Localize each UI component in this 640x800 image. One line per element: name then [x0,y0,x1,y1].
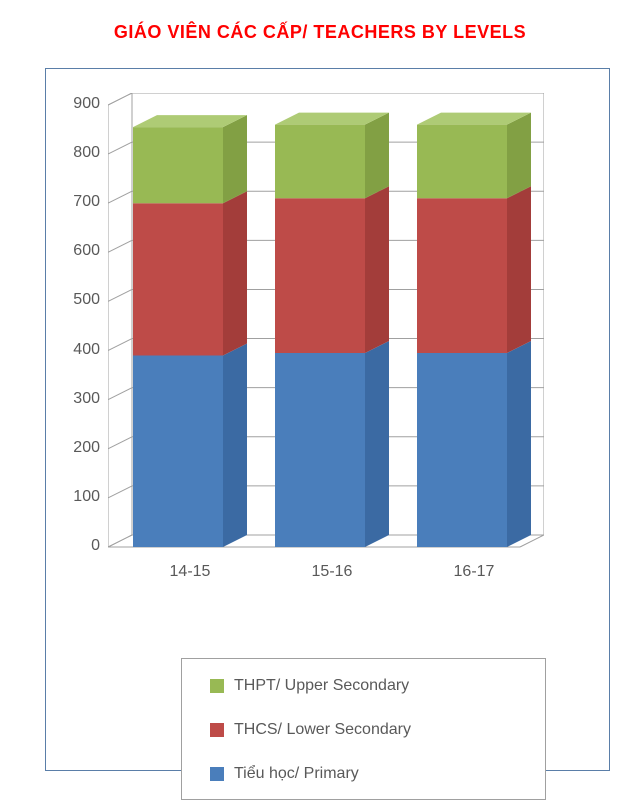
grid-depth-lines [108,93,544,607]
y-tick-label: 0 [58,537,100,555]
y-tick-label: 500 [58,291,100,309]
legend-swatch [210,723,224,737]
y-tick-label: 700 [58,193,100,211]
page: { "title": { "text": "GIÁO VIÊN CÁC CẤP/… [0,0,640,787]
y-tick-label: 100 [58,488,100,506]
legend-swatch [210,767,224,781]
legend-label: THCS/ Lower Secondary [234,721,411,739]
y-tick-label: 300 [58,390,100,408]
chart-frame: 0 100 200 300 400 500 600 700 800 900 14-15 15-16 16… [45,68,610,771]
legend-swatch [210,679,224,693]
y-tick-label: 200 [58,439,100,457]
x-category-label: 16-17 [419,563,529,581]
y-tick-label: 900 [58,95,100,113]
legend: THPT/ Upper Secondary THCS/ Lower Seconda… [181,658,546,800]
chart-title: GIÁO VIÊN CÁC CẤP/ TEACHERS BY LEVELS [0,22,640,43]
y-tick-label: 400 [58,341,100,359]
legend-item: Tiểu học/ Primary [210,765,359,783]
y-tick-label: 600 [58,242,100,260]
y-tick-label: 800 [58,144,100,162]
x-category-label: 14-15 [135,563,245,581]
plot-area: 010020030040050060070080090014-1515-1616… [108,93,544,547]
legend-label: THPT/ Upper Secondary [234,677,409,695]
legend-item: THPT/ Upper Secondary [210,677,409,695]
x-category-label: 15-16 [277,563,387,581]
legend-label: Tiểu học/ Primary [234,765,359,783]
legend-item: THCS/ Lower Secondary [210,721,411,739]
